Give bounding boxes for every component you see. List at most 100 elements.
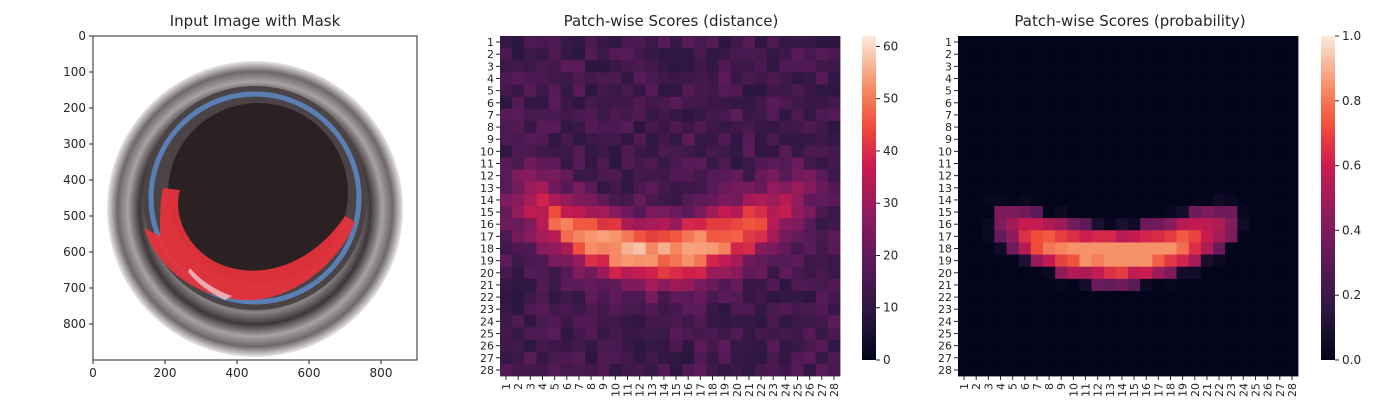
heatmap-cell	[815, 108, 829, 122]
heatmap-cell	[1188, 303, 1202, 316]
heatmap-cell	[512, 72, 525, 85]
heatmap-cell	[827, 242, 841, 255]
heatmap-cell	[621, 108, 634, 122]
heatmap-cell	[500, 48, 513, 61]
heatmap-cell	[791, 72, 804, 85]
image-axes-frame	[92, 35, 418, 361]
heatmap-cell	[767, 278, 780, 292]
y-tick-label: 500	[63, 209, 86, 223]
heatmap-cell	[657, 145, 671, 158]
heatmap-cell	[791, 133, 804, 146]
heatmap-cell	[1067, 266, 1080, 280]
heatmap-cell	[1176, 291, 1190, 304]
heatmap-cell	[585, 266, 598, 280]
heatmap-cell	[597, 60, 610, 73]
heatmap-cell	[1273, 303, 1287, 316]
heatmap-cell	[706, 291, 719, 304]
heatmap-cell	[609, 303, 622, 316]
heatmap-cell	[815, 121, 829, 134]
heatmap-cell	[970, 206, 983, 219]
heatmap-cell	[1140, 84, 1153, 98]
heatmap-cell	[803, 206, 817, 219]
heatmap-cell	[982, 96, 995, 110]
heatmap-cell	[682, 60, 695, 73]
heatmap-cell	[1261, 254, 1275, 268]
heatmap-cell	[1103, 84, 1117, 98]
heatmap-cell	[1213, 351, 1226, 365]
heatmap-cell	[1091, 36, 1105, 49]
heatmap-cell	[548, 48, 562, 61]
heatmap-cell	[682, 121, 695, 134]
x-tick-label: 11	[1080, 383, 1093, 397]
heatmap-cell	[958, 242, 971, 255]
heatmap-cell	[730, 230, 744, 243]
heatmap-cell	[1213, 36, 1226, 49]
heatmap-cell	[536, 193, 549, 207]
heatmap-cell	[560, 363, 574, 377]
heatmap-cell	[1103, 157, 1117, 170]
heatmap-cell	[1103, 242, 1117, 255]
heatmap-cell	[1103, 96, 1117, 110]
heatmap-cell	[694, 36, 707, 49]
heatmap-cell	[994, 60, 1007, 73]
y-tick-label: 16	[480, 218, 494, 231]
heatmap-cell	[767, 60, 780, 73]
heatmap-cell	[994, 84, 1007, 98]
heatmap-cell	[1055, 145, 1068, 158]
heatmap-cell	[1249, 36, 1262, 49]
heatmap-cell	[657, 169, 671, 183]
x-tick-label: 23	[767, 383, 780, 397]
heatmap-cell	[982, 48, 995, 61]
heatmap-cell	[1176, 157, 1190, 170]
heatmap-cell	[1018, 315, 1032, 328]
heatmap-cell	[1152, 60, 1165, 73]
heatmap-cell	[682, 315, 695, 328]
heatmap-cell	[1261, 60, 1275, 73]
heatmap-cell	[645, 291, 659, 304]
heatmap-cell	[512, 266, 525, 280]
x-tick-label: 21	[743, 383, 756, 397]
heatmap-cell	[694, 145, 707, 158]
heatmap-cell	[1164, 108, 1177, 122]
heatmap-cell	[742, 363, 756, 377]
heatmap-cell	[1200, 363, 1214, 377]
y-tick-label: 7	[945, 109, 952, 122]
heatmap-cell	[1152, 327, 1165, 340]
heatmap-cell	[767, 339, 780, 353]
heatmap-cell	[1200, 96, 1214, 110]
heatmap-cell	[609, 230, 622, 243]
heatmap-cell	[1079, 206, 1092, 219]
heatmap-cell	[767, 230, 780, 243]
heatmap-cell	[1067, 327, 1080, 340]
heatmap-cell	[512, 133, 525, 146]
heatmap-cell	[1237, 327, 1250, 340]
heatmap-cell	[500, 181, 513, 195]
heatmap-cell	[1055, 303, 1068, 316]
x-tick-label: 20	[1189, 383, 1202, 397]
heatmap-cell	[1006, 60, 1020, 73]
heatmap-cell	[730, 303, 744, 316]
heatmap-cell	[645, 278, 659, 292]
heatmap-cell	[791, 121, 804, 134]
heatmap-cell	[633, 242, 647, 255]
heatmap-cell	[645, 242, 659, 255]
heatmap-cell	[694, 218, 707, 231]
heatmap-cell	[536, 266, 549, 280]
heatmap-cell	[803, 339, 817, 353]
heatmap-cell	[1055, 193, 1068, 207]
heatmap-cell	[994, 327, 1007, 340]
heatmap-cell	[1067, 230, 1080, 243]
heatmap-cell	[1030, 108, 1044, 122]
heatmap-cell	[657, 254, 671, 268]
heatmap-cell	[1043, 193, 1056, 207]
heatmap-cell	[767, 84, 780, 98]
heatmap-cell	[1091, 363, 1105, 377]
heatmap-cell	[718, 108, 732, 122]
heatmap-cell	[585, 169, 598, 183]
heatmap-cell	[536, 230, 549, 243]
heatmap-cell	[1091, 133, 1105, 146]
heatmap-cell	[645, 303, 659, 316]
heatmap-cell	[597, 108, 610, 122]
heatmap-cell	[1140, 218, 1153, 231]
x-tick-label: 0	[89, 366, 97, 380]
